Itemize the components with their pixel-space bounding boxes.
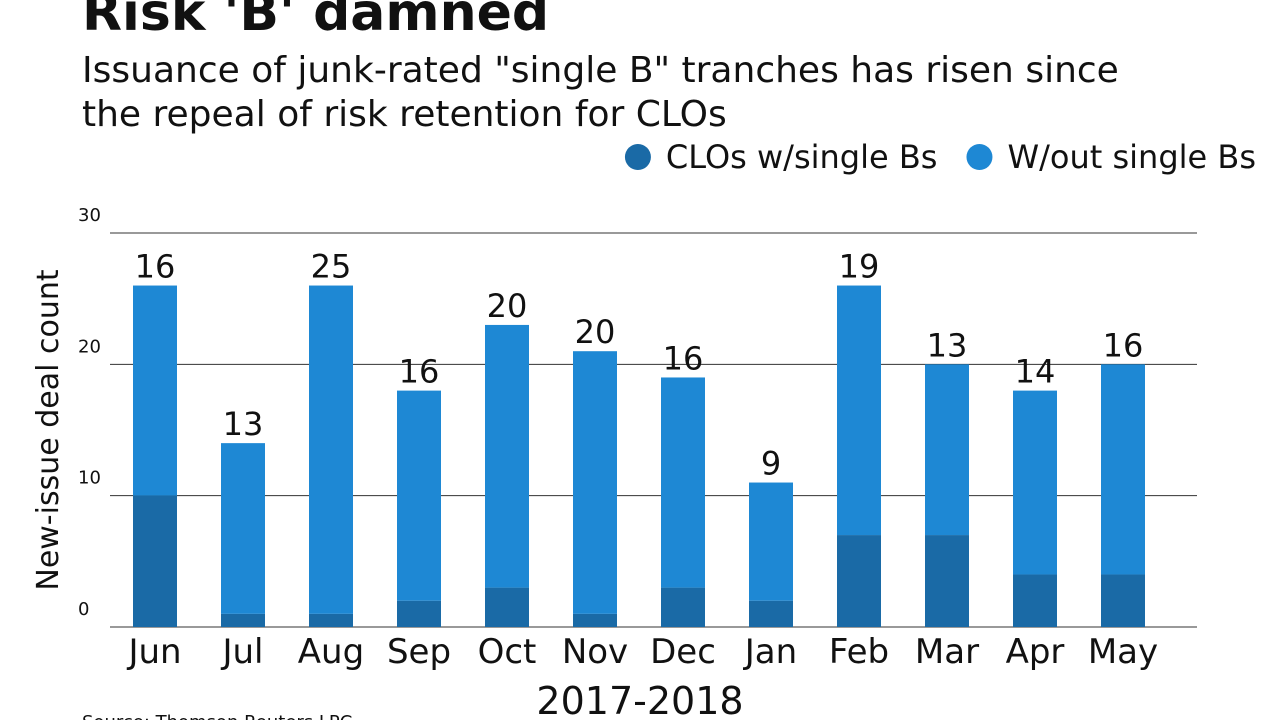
- bar-segment: [221, 613, 265, 627]
- bar-segment: [309, 285, 353, 614]
- bar-segment: [1013, 390, 1057, 575]
- x-tick-label: Nov: [562, 632, 628, 672]
- x-tick-label: Dec: [650, 632, 716, 672]
- x-tick-label: Jan: [743, 632, 797, 672]
- y-tick-label: 30: [78, 205, 101, 226]
- bar-segment: [485, 324, 529, 588]
- bar-segment: [1101, 574, 1145, 627]
- data-label: 16: [135, 248, 176, 286]
- x-tick-label: May: [1088, 632, 1158, 672]
- bar-segment: [573, 613, 617, 627]
- data-label: 13: [927, 326, 968, 364]
- y-tick-label: 0: [78, 599, 89, 620]
- x-tick-label: Jun: [126, 632, 181, 672]
- x-tick-label: Sep: [387, 632, 451, 672]
- bar-segment: [133, 495, 177, 627]
- data-label: 16: [663, 339, 704, 377]
- legend-swatch: [624, 144, 651, 170]
- bar-segment: [221, 443, 265, 614]
- bar-segment: [837, 285, 881, 536]
- data-label: 20: [575, 313, 616, 351]
- x-tick-label: Jul: [220, 632, 263, 672]
- y-tick-label: 10: [78, 468, 101, 489]
- bar-segment: [573, 351, 617, 614]
- bar-segment: [485, 587, 529, 627]
- data-label: 14: [1015, 353, 1056, 391]
- data-label: 16: [399, 353, 440, 391]
- bar-segment: [837, 535, 881, 627]
- chart-title: Risk 'B' damned: [82, 0, 549, 43]
- x-tick-label: Mar: [915, 632, 979, 672]
- data-label: 9: [761, 445, 781, 483]
- x-tick-label: Aug: [298, 632, 364, 672]
- bar-segment: [397, 390, 441, 601]
- x-tick-label: Feb: [829, 632, 889, 672]
- data-label: 16: [1103, 326, 1144, 364]
- bar-segment: [925, 535, 969, 627]
- bar-segment: [397, 600, 441, 627]
- x-tick-label: Apr: [1006, 632, 1065, 672]
- x-axis-title: 2017-2018: [536, 679, 743, 720]
- y-axis-title: New-issue deal count: [31, 269, 66, 590]
- legend-label: CLOs w/single Bs: [666, 138, 938, 176]
- bar-segment: [309, 613, 353, 627]
- bar-segment: [749, 600, 793, 627]
- data-label: 19: [839, 248, 880, 286]
- data-label: 20: [487, 287, 528, 325]
- legend-swatch: [966, 144, 993, 170]
- data-label: 13: [223, 405, 264, 443]
- source: Source: Thomson Reuters LPC: [82, 712, 352, 720]
- x-tick-label: Oct: [478, 632, 537, 672]
- bar-segment: [661, 377, 705, 588]
- bar-segment: [661, 587, 705, 627]
- data-label: 25: [311, 248, 352, 286]
- bar-segment: [133, 285, 177, 496]
- bar-segment: [925, 364, 969, 536]
- chart-subtitle: Issuance of junk-rated "single B" tranch…: [82, 50, 1119, 135]
- y-tick-label: 20: [78, 336, 101, 357]
- legend-label: W/out single Bs: [1007, 138, 1256, 176]
- bar-segment: [749, 482, 793, 601]
- bar-segment: [1101, 364, 1145, 575]
- bar-segment: [1013, 574, 1057, 627]
